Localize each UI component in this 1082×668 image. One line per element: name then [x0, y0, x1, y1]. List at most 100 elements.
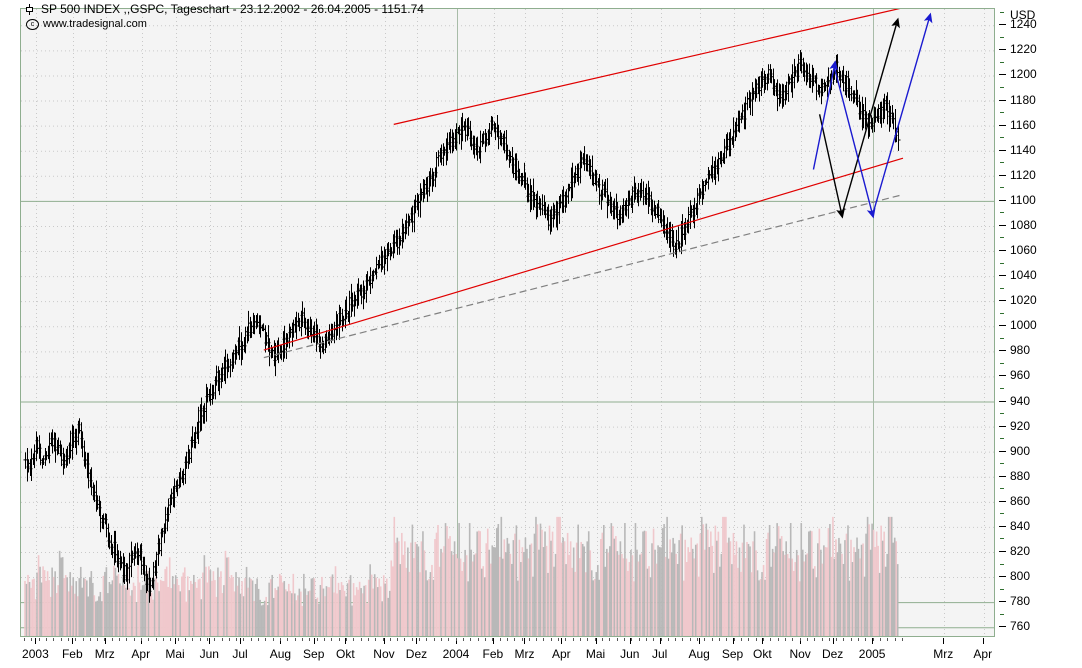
x-axis-minor-tick — [734, 638, 735, 641]
x-axis-tick-label: 2003 — [22, 647, 49, 661]
x-axis-tick — [733, 638, 734, 644]
x-axis-tick — [416, 638, 417, 644]
y-axis-minor-tick — [1000, 363, 1004, 364]
x-axis-minor-tick — [470, 638, 471, 641]
x-axis-minor-tick — [397, 638, 398, 641]
x-axis-minor-tick — [426, 638, 427, 641]
x-axis-minor-tick — [675, 638, 676, 641]
x-axis-tick-label: Apr — [973, 647, 993, 661]
x-axis-minor-tick — [726, 638, 727, 641]
x-axis-minor-tick — [661, 638, 662, 641]
x-axis-minor-tick — [331, 638, 332, 641]
x-axis-tick-label: Sep — [303, 647, 325, 661]
x-axis-tick-label: Okt — [753, 647, 772, 661]
x-axis-minor-tick — [800, 638, 801, 641]
x-axis-tick — [72, 638, 73, 644]
x-axis-minor-tick — [792, 638, 793, 641]
x-axis-minor-tick — [873, 638, 874, 641]
x-axis-minor-tick — [192, 638, 193, 641]
y-axis-tick — [999, 551, 1006, 552]
y-axis-minor-tick — [1000, 62, 1004, 63]
price-ohlc-bars — [23, 50, 901, 603]
y-axis-tick-label: 820 — [1010, 543, 1031, 558]
x-axis-minor-tick — [690, 638, 691, 641]
x-axis-tick — [833, 638, 834, 644]
x-axis-minor-tick — [61, 638, 62, 641]
x-axis-tick-label: Dez — [405, 647, 428, 661]
x-axis-tick-label: Mrz — [94, 647, 115, 661]
y-axis-minor-tick — [1000, 388, 1004, 389]
x-axis-minor-tick — [785, 638, 786, 641]
x-axis-minor-tick — [551, 638, 552, 641]
x-axis-minor-tick — [368, 638, 369, 641]
page-title: SP 500 INDEX ,,GSPC, Tageschart - 23.12.… — [41, 2, 424, 16]
x-axis-minor-tick — [287, 638, 288, 641]
x-axis-minor-tick — [236, 638, 237, 641]
y-axis-minor-tick — [1000, 87, 1004, 88]
x-axis-minor-tick — [565, 638, 566, 641]
x-axis-tick-label: Nov — [789, 647, 811, 661]
copyright-icon: c — [26, 19, 39, 30]
x-axis-tick-label: Aug — [688, 647, 710, 661]
volume-bars — [24, 516, 899, 636]
y-axis-tick — [999, 24, 1006, 25]
x-axis-tick-label: Apr — [551, 647, 571, 661]
x-axis-minor-tick — [346, 638, 347, 641]
x-axis-minor-tick — [851, 638, 852, 641]
x-axis-minor-tick — [770, 638, 771, 641]
x-axis-minor-tick — [178, 638, 179, 641]
y-axis-tick — [999, 626, 1006, 627]
x-axis-minor-tick — [836, 638, 837, 641]
x-axis-tick-label: Mai — [585, 647, 606, 661]
y-axis-tick — [999, 325, 1006, 326]
x-axis-minor-tick — [83, 638, 84, 641]
x-axis-tick — [35, 638, 36, 644]
x-axis-minor-tick — [265, 638, 266, 641]
x-axis-tick — [524, 638, 525, 644]
y-axis-minor-tick — [1000, 187, 1004, 188]
x-axis-minor-tick — [185, 638, 186, 641]
y-axis-minor-tick — [1000, 413, 1004, 414]
x-axis-minor-tick — [719, 638, 720, 641]
x-axis-minor-tick — [251, 638, 252, 641]
x-axis: 2003 Feb Mrz Apr Mai Jun Jul Aug Sep Okt Nov Dez 200… — [20, 638, 996, 668]
x-axis-minor-tick — [441, 638, 442, 641]
x-axis-tick — [561, 638, 562, 644]
x-axis-minor-tick — [75, 638, 76, 641]
x-axis-minor-tick — [134, 638, 135, 641]
x-axis-tick — [983, 638, 984, 644]
x-axis-minor-tick — [895, 638, 896, 641]
y-axis-tick-label: 1100 — [1010, 192, 1036, 207]
x-axis-minor-tick — [112, 638, 113, 641]
x-axis-minor-tick — [865, 638, 866, 641]
x-axis-minor-tick — [478, 638, 479, 641]
y-axis-tick — [999, 375, 1006, 376]
x-axis-minor-tick — [617, 638, 618, 641]
x-axis-tick — [384, 638, 385, 644]
y-axis-minor-tick — [1000, 488, 1004, 489]
x-axis-minor-tick — [829, 638, 830, 641]
x-axis-minor-tick — [214, 638, 215, 641]
x-axis-minor-tick — [46, 638, 47, 641]
x-axis-tick-label: Feb — [61, 647, 83, 661]
x-axis-minor-tick — [280, 638, 281, 641]
x-axis-minor-tick — [602, 638, 603, 641]
x-axis-minor-tick — [887, 638, 888, 641]
y-axis-tick — [999, 601, 1006, 602]
x-axis-minor-tick — [258, 638, 259, 641]
y-axis-tick-label: 860 — [1010, 493, 1031, 508]
x-axis-minor-tick — [529, 638, 530, 641]
x-axis-tick — [345, 638, 346, 644]
x-axis-minor-tick — [339, 638, 340, 641]
chart-plot-area[interactable] — [20, 8, 995, 637]
x-axis-minor-tick — [404, 638, 405, 641]
chart-canvas — [21, 9, 994, 636]
x-axis-minor-tick — [514, 638, 515, 641]
x-axis-tick — [175, 638, 176, 644]
y-axis-minor-tick — [1000, 538, 1004, 539]
x-axis-minor-tick — [756, 638, 757, 641]
x-axis-minor-tick — [609, 638, 610, 641]
x-axis-minor-tick — [419, 638, 420, 641]
y-axis-minor-tick — [1000, 338, 1004, 339]
x-axis-minor-tick — [902, 638, 903, 641]
